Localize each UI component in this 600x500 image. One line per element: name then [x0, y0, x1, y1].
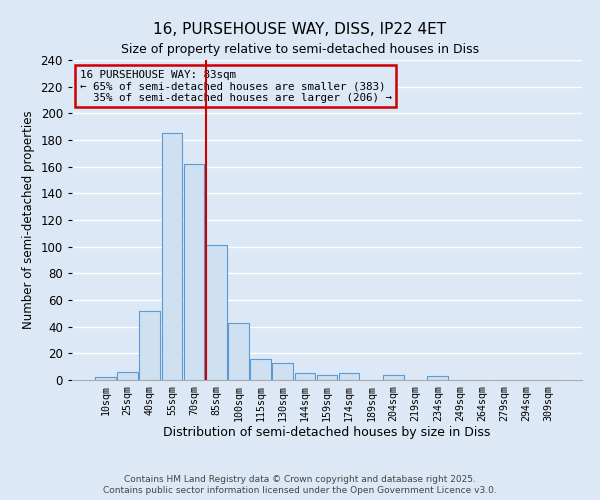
Bar [339, 374, 359, 380]
Text: 16, PURSEHOUSE WAY, DISS, IP22 4ET: 16, PURSEHOUSE WAY, DISS, IP22 4ET [154, 22, 446, 38]
Bar [383, 374, 404, 380]
Text: Contains HM Land Registry data © Crown copyright and database right 2025.: Contains HM Land Registry data © Crown c… [124, 475, 476, 484]
Bar [317, 374, 337, 380]
Text: Size of property relative to semi-detached houses in Diss: Size of property relative to semi-detach… [121, 42, 479, 56]
X-axis label: Distribution of semi-detached houses by size in Diss: Distribution of semi-detached houses by … [163, 426, 491, 440]
Bar [250, 358, 271, 380]
Bar [272, 362, 293, 380]
Bar [139, 310, 160, 380]
Bar [95, 378, 116, 380]
Bar [206, 246, 227, 380]
Text: Contains public sector information licensed under the Open Government Licence v3: Contains public sector information licen… [103, 486, 497, 495]
Y-axis label: Number of semi-detached properties: Number of semi-detached properties [22, 110, 35, 330]
Bar [295, 374, 315, 380]
Bar [427, 376, 448, 380]
Bar [228, 322, 248, 380]
Bar [184, 164, 205, 380]
Bar [161, 134, 182, 380]
Text: 16 PURSEHOUSE WAY: 83sqm
← 65% of semi-detached houses are smaller (383)
  35% o: 16 PURSEHOUSE WAY: 83sqm ← 65% of semi-d… [80, 70, 392, 103]
Bar [118, 372, 138, 380]
